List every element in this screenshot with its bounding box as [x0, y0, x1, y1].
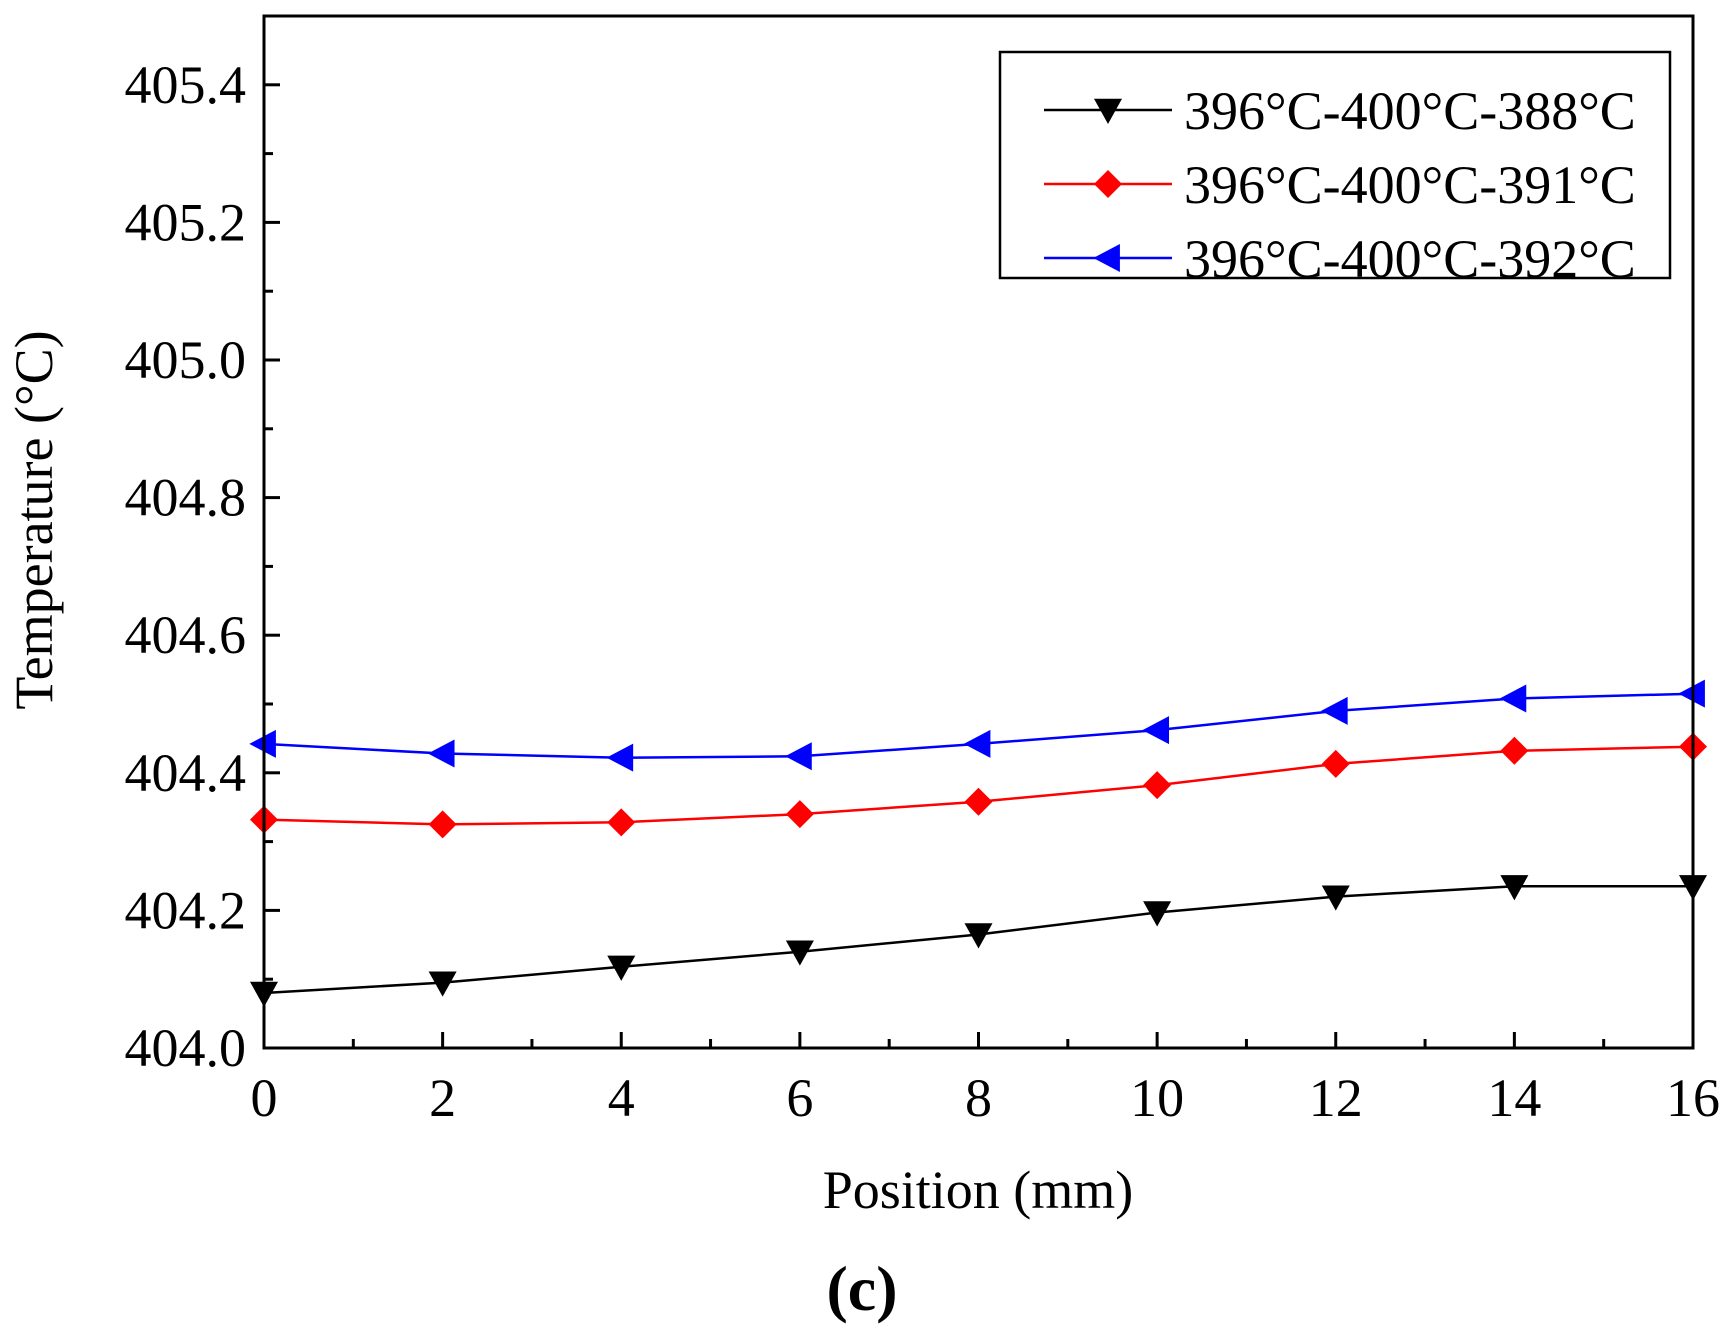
- x-axis-label: Position (mm): [823, 1160, 1134, 1220]
- series-3: [249, 679, 1705, 772]
- y-tick-label: 404.6: [125, 605, 247, 665]
- x-tick-label: 0: [251, 1068, 278, 1128]
- x-tick-label: 12: [1309, 1068, 1363, 1128]
- legend-item-1: 396°C-400°C-388°C: [1044, 81, 1636, 141]
- y-axis-label: Temperature (°C): [4, 330, 64, 709]
- data-point: [1143, 771, 1172, 800]
- data-point: [606, 743, 634, 772]
- x-tick-label: 10: [1130, 1068, 1184, 1128]
- x-axis-ticks: 0 2 4 6 8 10 12 14 16: [251, 1032, 1720, 1128]
- legend-box: [998, 50, 1672, 280]
- data-point: [1321, 885, 1350, 911]
- data-point: [1142, 716, 1170, 745]
- legend-label: 396°C-400°C-392°C: [1184, 229, 1636, 289]
- legend-marker: [1093, 244, 1120, 272]
- data-point: [428, 971, 457, 997]
- data-point: [964, 787, 993, 816]
- legend-item-2: 396°C-400°C-391°C: [1044, 155, 1636, 215]
- y-tick-label: 404.8: [125, 468, 247, 528]
- x-tick-label: 6: [786, 1068, 813, 1128]
- data-point: [607, 955, 636, 981]
- data-point: [1321, 696, 1348, 725]
- x-tick-label: 4: [608, 1068, 635, 1128]
- x-tick-label: 8: [965, 1068, 992, 1128]
- y-tick-label: 405.4: [125, 55, 247, 115]
- data-point: [963, 729, 991, 758]
- data-point: [1500, 875, 1529, 901]
- legend-item-3: 396°C-400°C-392°C: [1044, 229, 1636, 289]
- data-point: [964, 923, 993, 949]
- y-tick-label: 404.4: [125, 743, 247, 803]
- series-2: [250, 732, 1707, 839]
- series-1: [250, 875, 1707, 1007]
- legend: 396°C-400°C-388°C 396°C-400°C-391°C 396°C-…: [998, 50, 1672, 289]
- x-tick-label: 16: [1666, 1068, 1720, 1128]
- data-point: [785, 742, 812, 771]
- y-axis-ticks: 404.0 404.2 404.4 404.6 404.8 405.0 405.2 405.4: [125, 14, 280, 1078]
- y-tick-label: 405.0: [125, 330, 247, 390]
- data-point: [427, 739, 455, 768]
- y-tick-label: 404.0: [125, 1018, 247, 1078]
- legend-marker: [1094, 170, 1122, 198]
- data-point: [1499, 684, 1527, 713]
- series-layer: [249, 679, 1707, 1007]
- legend-marker: [1094, 98, 1122, 124]
- legend-label: 396°C-400°C-391°C: [1184, 155, 1636, 215]
- plot-frame: [262, 14, 1695, 1050]
- y-tick-label: 405.2: [125, 192, 247, 252]
- data-point: [785, 800, 814, 829]
- data-point: [607, 808, 636, 837]
- x-tick-label: 2: [429, 1068, 456, 1128]
- x-tick-label: 14: [1487, 1068, 1541, 1128]
- panel-label: (c): [826, 1253, 897, 1324]
- data-point: [785, 940, 814, 966]
- data-point: [1500, 736, 1529, 765]
- legend-label: 396°C-400°C-388°C: [1184, 81, 1636, 141]
- data-point: [1143, 901, 1172, 927]
- data-point: [1321, 749, 1350, 778]
- y-tick-label: 404.2: [125, 880, 247, 940]
- data-point: [428, 810, 457, 839]
